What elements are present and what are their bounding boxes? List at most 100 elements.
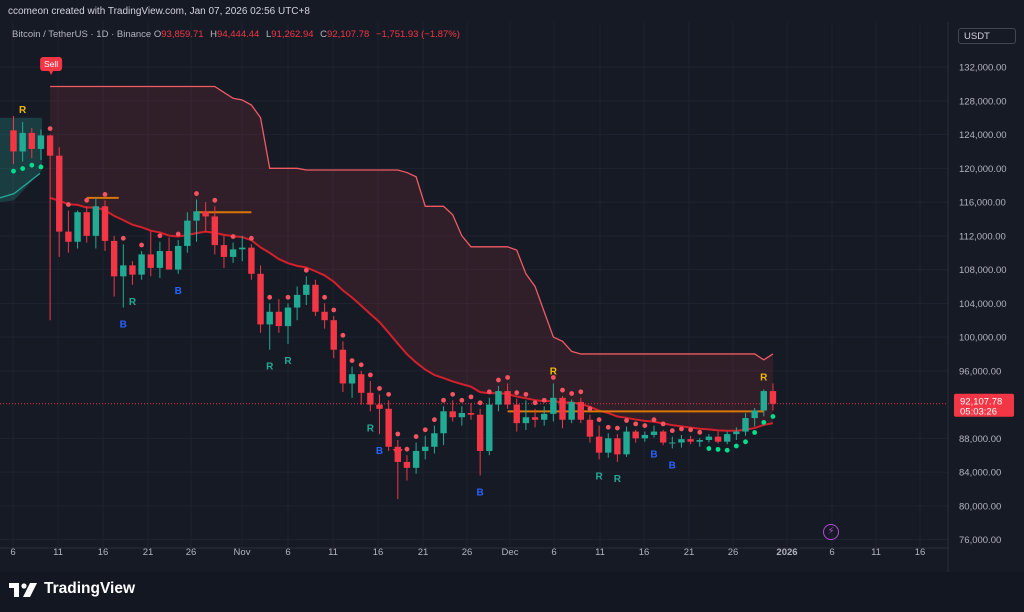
y-axis-tick: 80,000.00 <box>959 501 1001 512</box>
candle-body <box>513 404 520 424</box>
candle-body <box>614 438 621 455</box>
candle-body <box>550 397 557 414</box>
candle-body <box>220 245 228 257</box>
candle-body <box>422 446 429 451</box>
candle-body <box>339 349 347 384</box>
candle-body <box>577 402 584 420</box>
signal-dot <box>194 191 199 196</box>
x-axis-tick: 26 <box>462 547 473 558</box>
candle-body <box>46 135 54 156</box>
y-axis-tick: 124,000.00 <box>959 130 1007 141</box>
candle-body <box>28 132 35 149</box>
signal-dot <box>688 427 693 433</box>
tradingview-logo[interactable]: TradingView <box>9 580 135 598</box>
signal-dot <box>633 421 639 427</box>
candle-body <box>293 294 301 308</box>
signal-dot <box>697 429 703 435</box>
x-axis-tick: 21 <box>418 547 429 558</box>
candle-body <box>92 206 100 236</box>
x-axis-tick: 26 <box>186 547 197 558</box>
symbol-ohlc-legend: Bitcoin / TetherUS · 1D · Binance O93,85… <box>12 29 460 40</box>
candle-body <box>358 374 365 393</box>
candle-body <box>65 231 72 242</box>
signal-dot <box>38 164 44 170</box>
chart-credit: ccomeon created with TradingView.com, Ja… <box>8 6 310 17</box>
signal-dot <box>569 391 575 396</box>
lightning-icon[interactable]: ⚡︎ <box>823 524 839 540</box>
signal-label: B <box>477 487 484 498</box>
sell-badge-pointer <box>49 71 54 75</box>
candle-body <box>431 433 438 447</box>
signal-dot <box>578 389 584 395</box>
signal-dot <box>249 235 254 241</box>
candle-body <box>83 212 90 236</box>
signal-dot <box>706 446 712 451</box>
signal-dot <box>541 397 547 403</box>
x-axis-tick: Nov <box>234 547 251 558</box>
signal-dot <box>743 439 748 445</box>
candle-body <box>559 397 566 420</box>
candle-body <box>714 436 722 442</box>
signal-dot <box>660 421 666 427</box>
signal-label: R <box>19 105 27 116</box>
symbol-name: Bitcoin / TetherUS · 1D · Binance <box>12 29 152 40</box>
candle-body <box>449 411 456 418</box>
candle-body <box>248 247 255 274</box>
candle-body <box>138 254 145 275</box>
x-axis-tick: 16 <box>373 547 384 558</box>
signal-dot <box>285 294 291 300</box>
signal-label: B <box>669 460 676 471</box>
candle-body <box>458 413 466 418</box>
signal-label: R <box>266 362 274 373</box>
signal-dot <box>624 418 629 423</box>
y-axis-tick: 132,000.00 <box>959 63 1007 74</box>
candle-body <box>669 442 676 444</box>
chart-area[interactable] <box>0 0 1024 572</box>
y-axis-tick: 128,000.00 <box>959 96 1007 107</box>
signal-dot <box>102 191 108 197</box>
signal-dot <box>532 400 538 406</box>
y-axis-tick: 108,000.00 <box>959 265 1007 276</box>
signal-dot <box>505 375 510 380</box>
signal-dot <box>752 430 758 435</box>
signal-dot <box>413 434 419 439</box>
x-axis-tick: Dec <box>502 547 519 558</box>
x-axis-tick: 11 <box>328 547 338 558</box>
candle-body <box>541 413 548 420</box>
y-axis-tick: 100,000.00 <box>959 333 1007 344</box>
candle-body <box>486 404 493 451</box>
candle-body <box>385 408 392 447</box>
y-axis-tick: 112,000.00 <box>959 231 1006 242</box>
candle-body <box>595 436 603 453</box>
y-axis-tick: 116,000.00 <box>959 198 1006 209</box>
signal-dot <box>514 390 520 396</box>
candle-body <box>303 284 310 295</box>
sell-badge <box>40 57 63 71</box>
candle-body <box>659 431 667 443</box>
candle-body <box>568 402 575 420</box>
candle-body <box>678 439 685 443</box>
x-axis-tick: 11 <box>595 547 605 558</box>
price-chart[interactable]: 132,000.00 128,000.00 124,000.00 120,000.00… <box>0 0 1024 572</box>
candle-body <box>751 410 758 419</box>
signal-dot <box>120 235 126 241</box>
signal-dot <box>615 425 620 431</box>
x-axis-tick: 6 <box>285 547 290 558</box>
signal-dot <box>212 197 218 203</box>
candle-body <box>37 135 45 149</box>
x-axis-tick: 21 <box>143 547 154 558</box>
resistance-band-fill <box>50 86 773 431</box>
signal-dot <box>523 391 529 397</box>
price-change: −1,751.93 (−1.87%) <box>375 29 460 40</box>
trailing-stop-line <box>49 196 774 432</box>
high-value: 94,444.44 <box>217 29 260 40</box>
y-axis-tick: 104,000.00 <box>959 299 1007 310</box>
signal-label: R <box>550 366 558 377</box>
x-axis-tick: 16 <box>639 547 650 558</box>
last-price-tag <box>954 393 1014 417</box>
currency-button[interactable]: USDT <box>958 28 1016 44</box>
signal-dot <box>761 419 767 425</box>
signal-dot <box>349 358 355 364</box>
signal-dot <box>596 417 602 423</box>
signal-dot <box>29 162 35 168</box>
